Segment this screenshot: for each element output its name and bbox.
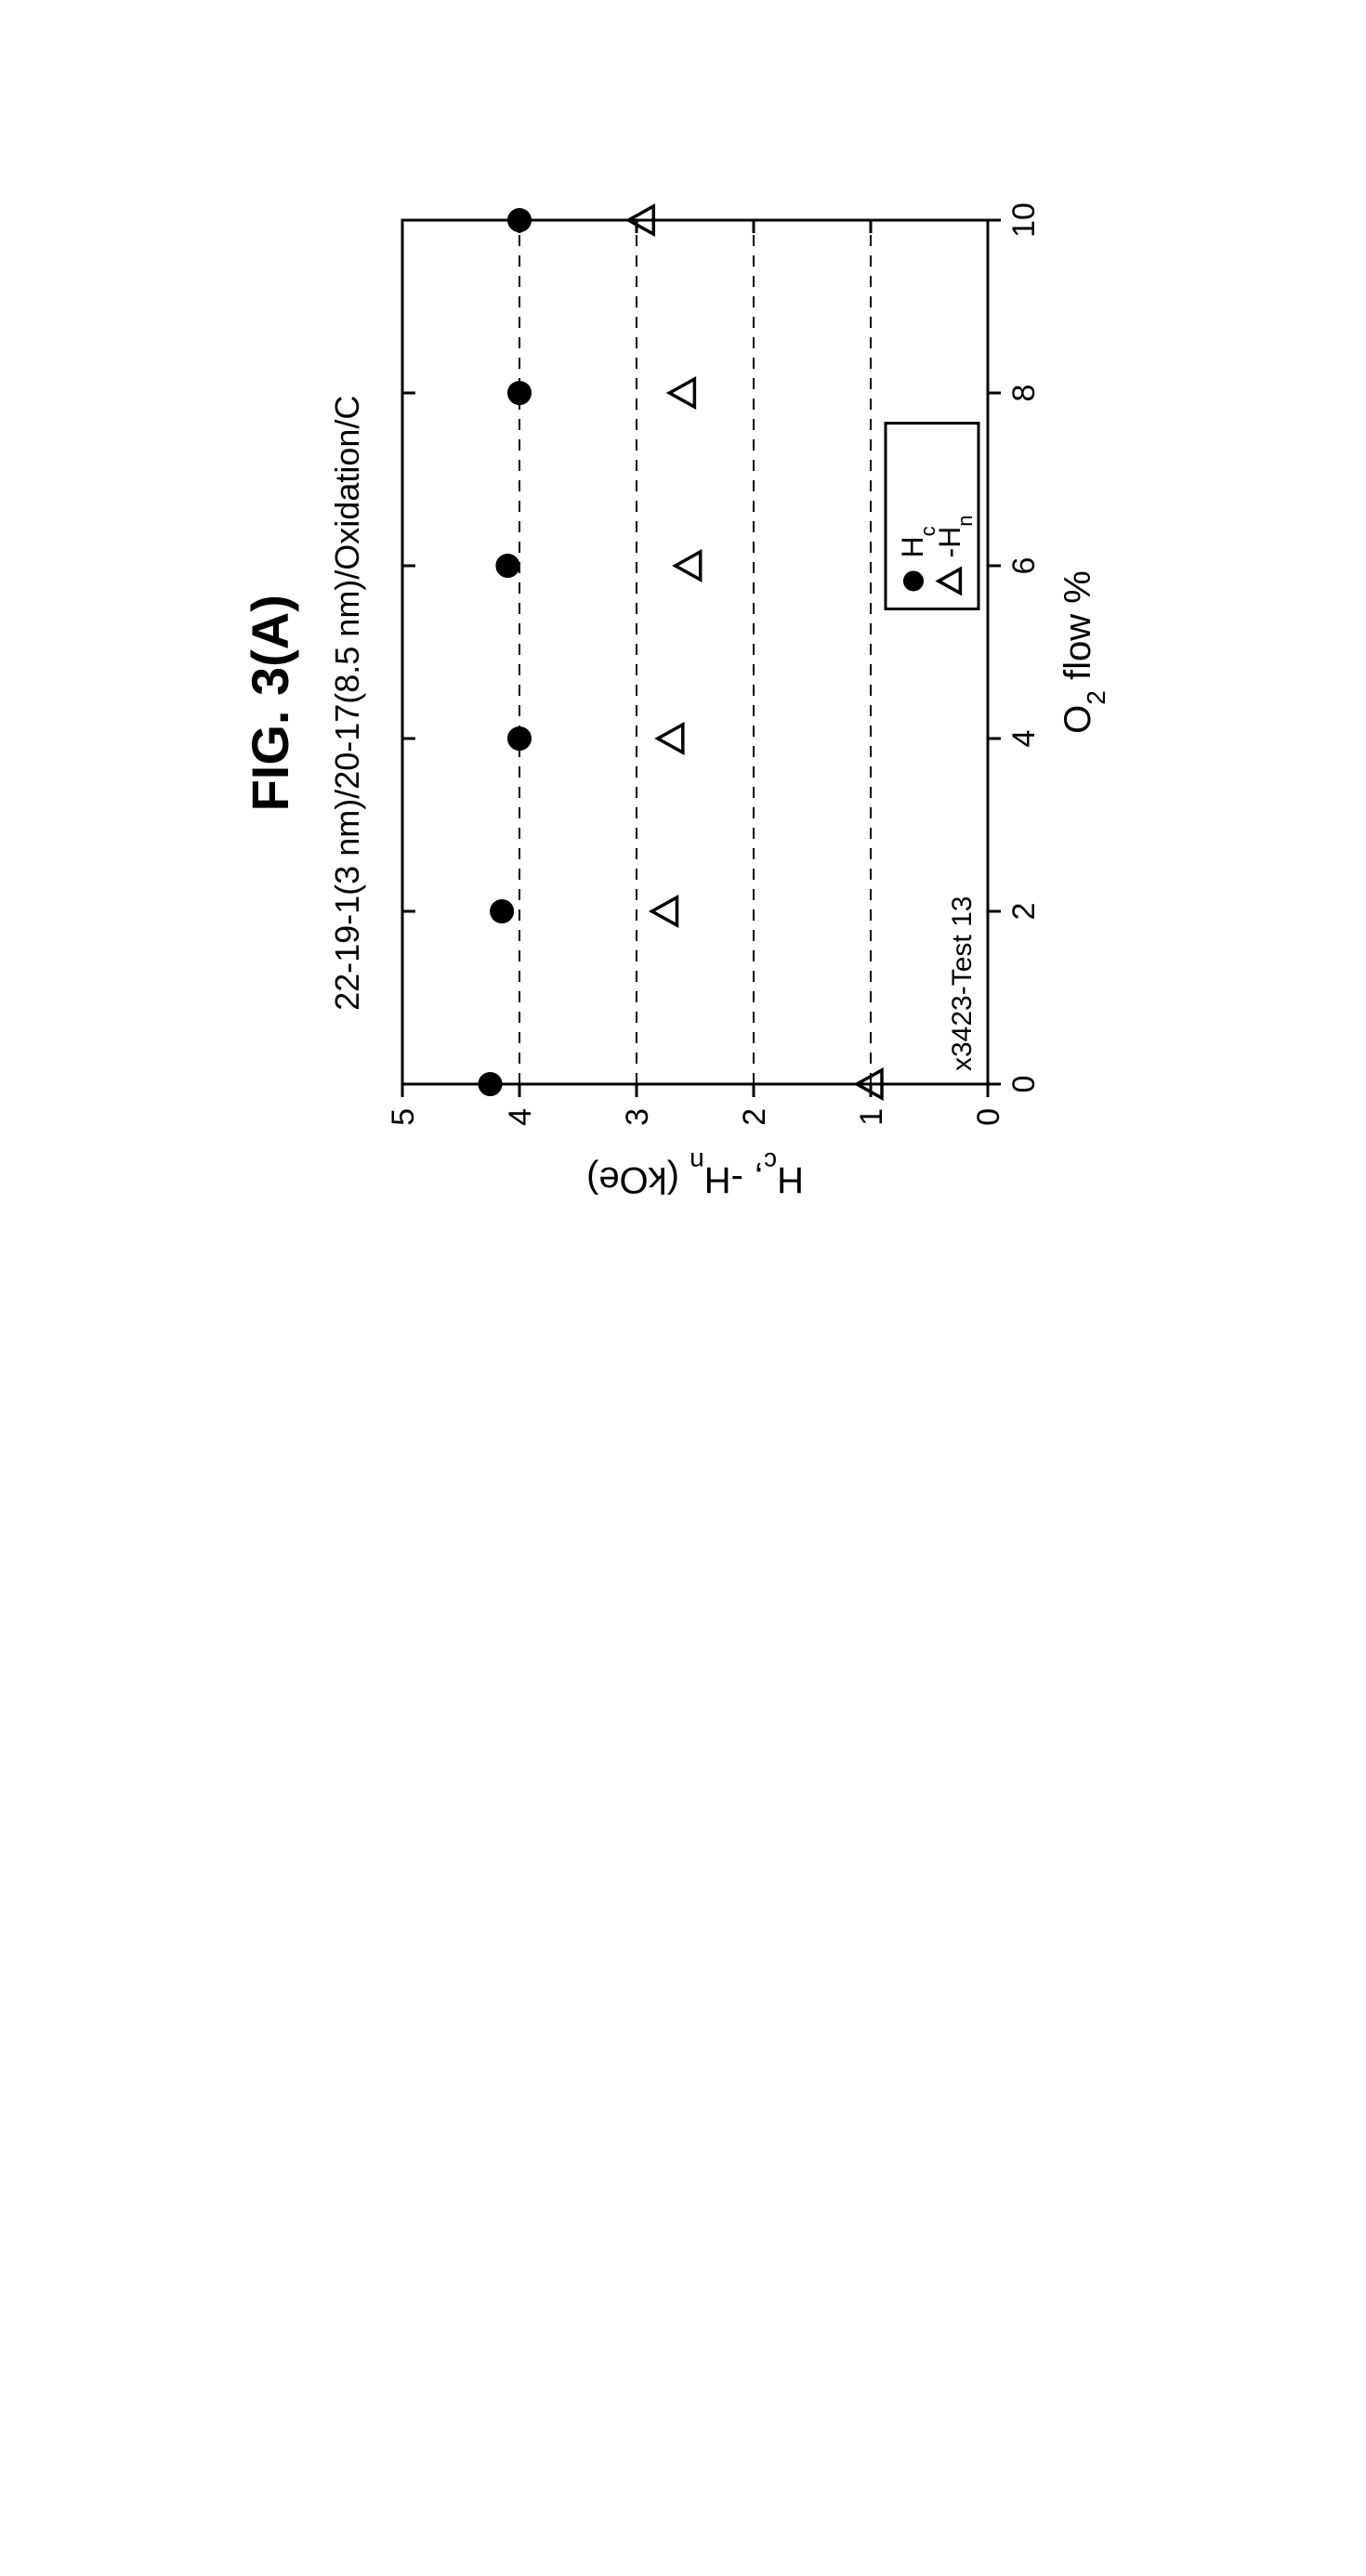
chart-title-a: 22-19-1(3 nm)/20-17(8.5 nm)/Oxidation/C	[328, 396, 367, 1011]
svg-text:0: 0	[1006, 1075, 1042, 1092]
svg-text:2: 2	[737, 1108, 772, 1126]
svg-text:0: 0	[971, 1108, 1006, 1126]
panel-b: FIG. 3(B) 22-19-1(3 nm)/20-17(11 nm)/Oxi…	[240, 0, 1127, 9]
svg-text:1: 1	[854, 1108, 889, 1126]
svg-text:2: 2	[1006, 902, 1042, 920]
svg-text:O2 flow %: O2 flow %	[1057, 570, 1110, 734]
svg-text:4: 4	[1006, 729, 1042, 747]
svg-text:3: 3	[620, 1108, 655, 1126]
chart-svg-a: 0 2 4 6 8 10 0 1 2 3 4 5 Hc, -Hn (kOe) O2 flow % x3423…	[384, 192, 1127, 1214]
svg-text:10: 10	[1006, 203, 1042, 238]
svg-text:4: 4	[503, 1108, 538, 1126]
page: FIG. 3(A) 22-19-1(3 nm)/20-17(8.5 nm)/Ox…	[0, 0, 1366, 1366]
svg-text:x3423-Test 13: x3423-Test 13	[947, 896, 978, 1070]
svg-text:5: 5	[386, 1108, 421, 1126]
panel-a: FIG. 3(A) 22-19-1(3 nm)/20-17(8.5 nm)/Ox…	[240, 146, 1127, 1261]
svg-text:Hc, -Hn (kOe): Hc, -Hn (kOe)	[585, 1147, 803, 1200]
chart-a: 0 2 4 6 8 10 0 1 2 3 4 5 Hc, -Hn (kOe) O2 flow % x3423…	[384, 192, 1127, 1214]
svg-text:6: 6	[1006, 556, 1042, 574]
fig-label-a: FIG. 3(A)	[240, 595, 300, 811]
svg-text:8: 8	[1006, 384, 1042, 401]
